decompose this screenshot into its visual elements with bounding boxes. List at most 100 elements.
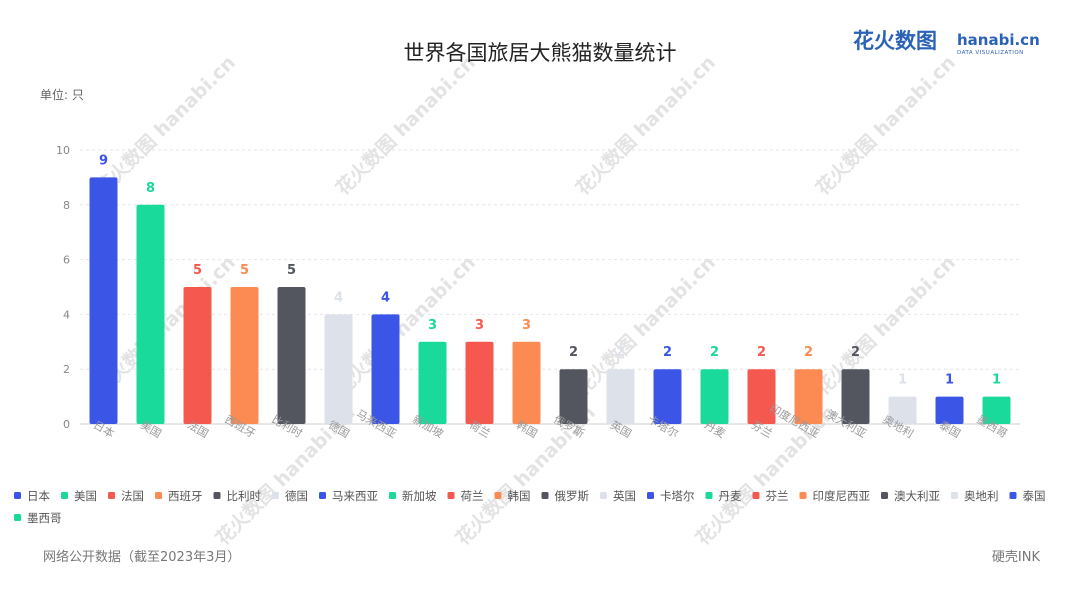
y-tick-label: 8	[63, 199, 70, 212]
value-label: 2	[569, 345, 578, 360]
value-label: 9	[99, 153, 108, 168]
legend-label: 澳大利亚	[894, 489, 940, 503]
legend-item: 美国	[60, 489, 97, 503]
legend-item: 马来西亚	[318, 489, 378, 503]
legend-swatch	[880, 492, 888, 499]
legend-label: 荷兰	[460, 489, 483, 503]
legend-label: 丹麦	[718, 489, 741, 503]
legend-item: 新加坡	[388, 489, 437, 503]
legend-item: 比利时	[213, 489, 261, 503]
unit-label: 单位: 只	[40, 87, 84, 102]
value-label: 3	[522, 318, 531, 333]
legend-label: 英国	[613, 489, 636, 503]
value-label: 2	[757, 345, 766, 360]
legend-label: 俄罗斯	[554, 489, 589, 503]
legend-label: 韩国	[507, 489, 530, 503]
watermark-text: 花火数图 hanabi.cn	[811, 51, 960, 200]
chart-title: 世界各国旅居大熊猫数量统计	[404, 41, 677, 65]
logo-text-en: hanabi.cn	[957, 31, 1040, 49]
y-tick-label: 4	[63, 308, 70, 321]
legend-item: 德国	[271, 489, 308, 503]
legend-swatch	[705, 492, 713, 499]
source-note: 网络公开数据（截至2023年3月）	[43, 549, 240, 565]
value-label: 3	[428, 318, 437, 333]
watermark-text: 花火数图 hanabi.cn	[571, 251, 720, 400]
value-label: 1	[945, 373, 954, 388]
bar	[747, 369, 776, 424]
y-tick-label: 2	[63, 363, 70, 376]
legend-swatch	[60, 492, 68, 499]
bar	[230, 287, 259, 424]
bar	[982, 396, 1011, 424]
legend-swatch	[14, 492, 21, 499]
legend-label: 马来西亚	[332, 489, 378, 503]
legend-swatch	[599, 492, 607, 499]
legend-swatch	[1009, 492, 1017, 499]
watermark-text: 花火数图 hanabi.cn	[331, 251, 480, 400]
value-label: 1	[898, 373, 907, 388]
legend-swatch	[541, 492, 549, 499]
legend-swatch	[388, 492, 396, 499]
brand-logo: 花火数图 hanabi.cn DATA VISUALIZATION	[853, 29, 1040, 56]
value-labels: 9 8 5 5 5 4 4 3 3 3 2 2 2 2 2 2 2 1 1 1	[99, 153, 1001, 387]
credit-note: 硬壳INK	[992, 550, 1041, 565]
legend-item: 日本	[14, 489, 50, 503]
legend-swatch	[950, 492, 958, 499]
legend-item: 印度尼西亚	[799, 489, 870, 503]
bar	[935, 396, 964, 424]
legend-swatch	[646, 492, 654, 499]
legend-item: 法国	[107, 489, 144, 503]
legend-swatch	[213, 492, 221, 499]
legend-item: 卡塔尔	[646, 489, 695, 503]
bar	[277, 287, 306, 424]
value-label: 2	[663, 345, 672, 360]
logo-text-cn: 花火数图	[853, 29, 937, 53]
bar	[606, 369, 635, 424]
value-label: 1	[992, 373, 1001, 388]
watermark-text: 花火数图 hanabi.cn	[811, 251, 960, 400]
legend-item: 西班牙	[154, 489, 202, 503]
bar	[559, 369, 588, 424]
legend-item: 英国	[599, 489, 636, 503]
bars	[89, 177, 1011, 424]
bar	[841, 369, 870, 424]
value-label: 5	[287, 263, 296, 278]
y-axis-ticks: 0 2 4 6 8 10	[56, 144, 70, 431]
legend-label: 法国	[121, 489, 144, 503]
legend-label: 卡塔尔	[660, 489, 695, 503]
legend-label: 美国	[74, 489, 97, 503]
legend-label: 墨西哥	[27, 511, 62, 525]
value-label: 5	[240, 263, 249, 278]
bar	[794, 369, 823, 424]
legend-swatch	[494, 492, 502, 499]
bar	[512, 341, 541, 424]
legend-label: 芬兰	[765, 489, 788, 503]
legend-item: 芬兰	[752, 489, 788, 503]
legend-label: 奥地利	[964, 489, 999, 503]
legend-label: 泰国	[1022, 489, 1045, 503]
bar	[183, 287, 212, 424]
legend-item: 泰国	[1009, 489, 1045, 503]
legend-swatch	[752, 492, 760, 499]
legend-item: 韩国	[494, 489, 530, 503]
bar	[700, 369, 729, 424]
bar	[465, 341, 494, 424]
legend: 日本 美国 法国 西班牙 比利时 德国 马来西亚 新加坡 荷兰 韩国 俄罗斯 英国 卡塔尔 丹麦 芬兰 印度尼…	[14, 489, 1045, 525]
bar	[888, 396, 917, 424]
legend-swatch	[799, 492, 807, 499]
legend-label: 比利时	[226, 489, 261, 503]
bar	[418, 341, 447, 424]
bar	[371, 314, 400, 424]
value-label: 2	[804, 345, 813, 360]
legend-swatch	[447, 492, 455, 499]
legend-item: 澳大利亚	[880, 489, 940, 503]
value-label: 2	[616, 345, 625, 360]
legend-item: 丹麦	[705, 489, 742, 503]
legend-swatch	[318, 492, 326, 499]
y-tick-label: 6	[63, 254, 70, 267]
legend-item: 墨西哥	[14, 511, 62, 525]
y-tick-label: 0	[63, 418, 70, 431]
watermark-text: 花火数图 hanabi.cn	[571, 51, 720, 200]
logo-subtitle: DATA VISUALIZATION	[957, 50, 1024, 56]
